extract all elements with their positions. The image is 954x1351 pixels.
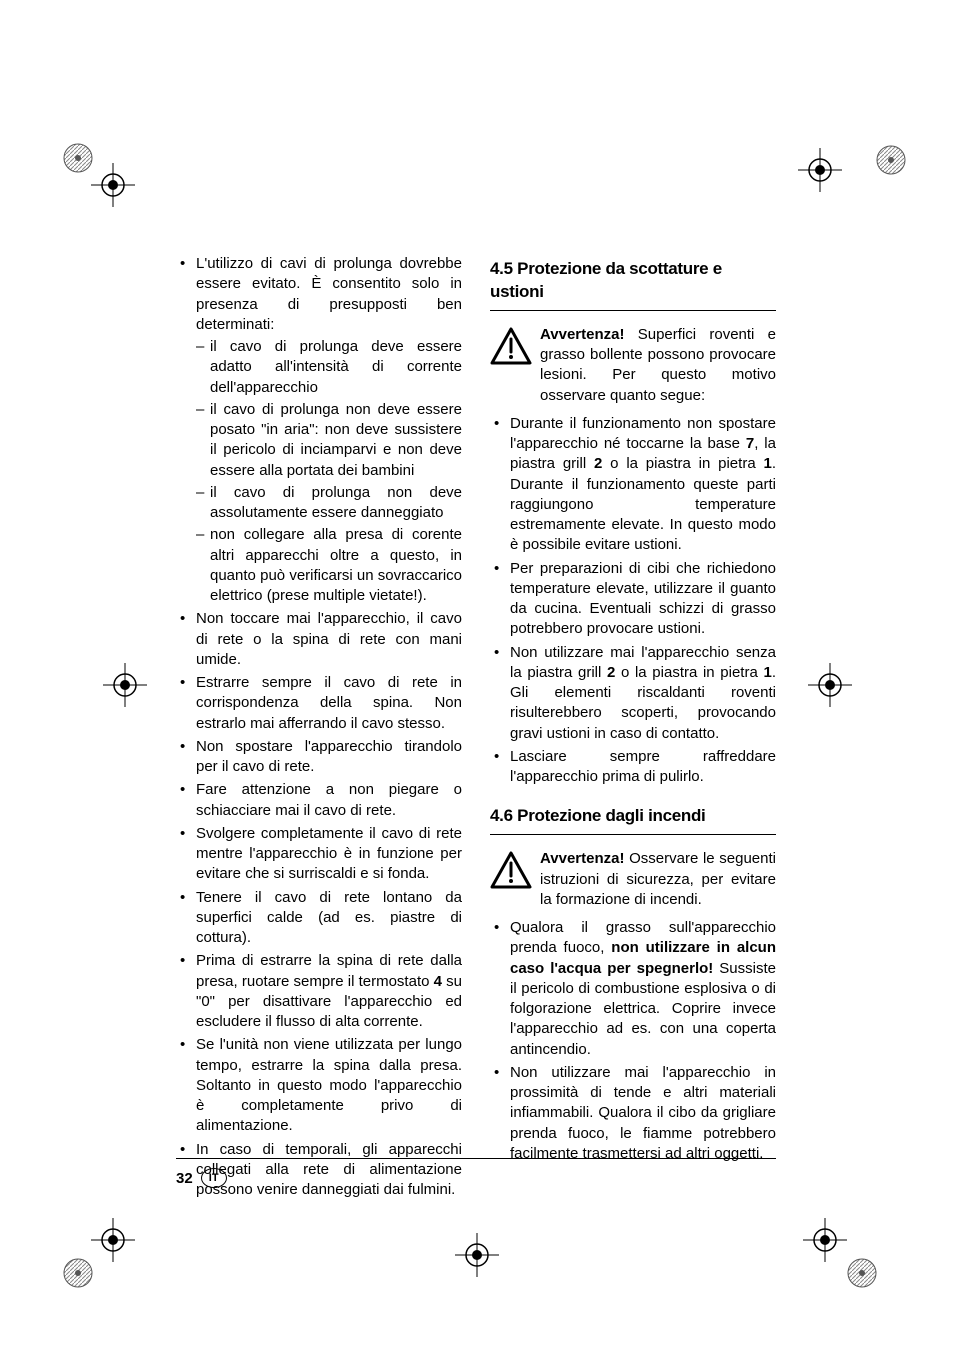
regmark-top-left — [58, 130, 148, 220]
regmark-top-right-cross — [795, 130, 865, 200]
sub-item: il cavo di prolunga non deve essere posa… — [196, 400, 462, 481]
left-bullet: Non toccare mai l'apparecchio, il cavo d… — [176, 609, 462, 670]
s45-bullet-2: Per preparazioni di cibi che richiedono … — [490, 559, 776, 640]
ref: 7 — [746, 435, 754, 452]
section-46-rule — [490, 834, 776, 835]
section-45-rule — [490, 310, 776, 311]
warn-label: Avvertenza! — [540, 326, 624, 343]
left-bullet: Fare attenzione a non piegare o schiacci… — [176, 780, 462, 821]
regmark-bottom-right — [800, 1215, 890, 1305]
s45-bullet-4: Lasciare sempre raffreddare l'apparecchi… — [490, 747, 776, 788]
sub-item: il cavo di prolunga non deve assolutamen… — [196, 483, 462, 524]
ref: 1 — [763, 455, 771, 472]
lang-badge: IT — [201, 1168, 227, 1188]
s45-bullet-3: Non utilizzare mai l'apparecchio senza l… — [490, 643, 776, 744]
left-bullet: Se l'unità non viene utilizzata per lung… — [176, 1035, 462, 1136]
footer-rule — [176, 1158, 776, 1159]
thermo-pre: Prima di estrarre la spina di rete dalla… — [196, 952, 462, 989]
section-46-heading: 4.6 Protezione dagli incendi — [490, 805, 776, 828]
page-body: L'utilizzo di cavi di prolunga dovrebbe … — [176, 254, 776, 1203]
section-45-heading: 4.5 Protezione da scottature e ustioni — [490, 258, 776, 304]
regmark-mid-left — [90, 650, 160, 720]
page-number: 32 — [176, 1170, 193, 1187]
s46-bullet-1: Qualora il grasso sull'apparecchio prend… — [490, 918, 776, 1060]
left-bullet: Estrarre sempre il cavo di rete in corri… — [176, 673, 462, 734]
txt: Durante il funzionamento non spostare l'… — [510, 415, 776, 452]
s46-bullet-2: Non utilizzare mai l'apparecchio in pros… — [490, 1063, 776, 1164]
warning-icon — [490, 325, 532, 367]
left-intro-text: L'utilizzo di cavi di prolunga dovrebbe … — [196, 255, 462, 333]
sub-item: il cavo di prolunga deve essere adatto a… — [196, 337, 462, 398]
warning-45: Avvertenza! Superfici roventi e grasso b… — [490, 325, 776, 406]
left-bullet: Non spostare l'apparecchio tirandolo per… — [176, 737, 462, 778]
regmark-bottom-left — [58, 1215, 148, 1305]
regmark-mid-right — [795, 650, 865, 720]
regmark-bottom-center — [442, 1225, 512, 1295]
page-footer: 32 IT — [176, 1168, 227, 1188]
txt: o la piastra in pietra — [602, 455, 763, 472]
warn-label: Avvertenza! — [540, 850, 624, 867]
warning-46: Avvertenza! Osservare le seguenti istruz… — [490, 849, 776, 910]
thermo-ref: 4 — [434, 973, 442, 990]
s45-bullet-1: Durante il funzionamento non spostare l'… — [490, 414, 776, 556]
left-bullet: Svolgere completamente il cavo di rete m… — [176, 824, 462, 885]
right-column: 4.5 Protezione da scottature e ustioni A… — [490, 254, 776, 1203]
warning-45-text: Avvertenza! Superfici roventi e grasso b… — [540, 325, 776, 406]
regmark-top-right-hatch — [856, 130, 926, 200]
left-bullet-thermo: Prima di estrarre la spina di rete dalla… — [176, 951, 462, 1032]
sub-item: non collegare alla presa di corente altr… — [196, 525, 462, 606]
warning-icon — [490, 849, 532, 891]
left-column: L'utilizzo di cavi di prolunga dovrebbe … — [176, 254, 462, 1203]
left-bullet: Tenere il cavo di rete lontano da superf… — [176, 888, 462, 949]
left-intro-item: L'utilizzo di cavi di prolunga dovrebbe … — [176, 254, 462, 606]
warning-46-text: Avvertenza! Osservare le seguenti istruz… — [540, 849, 776, 910]
txt: o la piastra in pietra — [615, 664, 763, 681]
ref: 1 — [763, 664, 771, 681]
